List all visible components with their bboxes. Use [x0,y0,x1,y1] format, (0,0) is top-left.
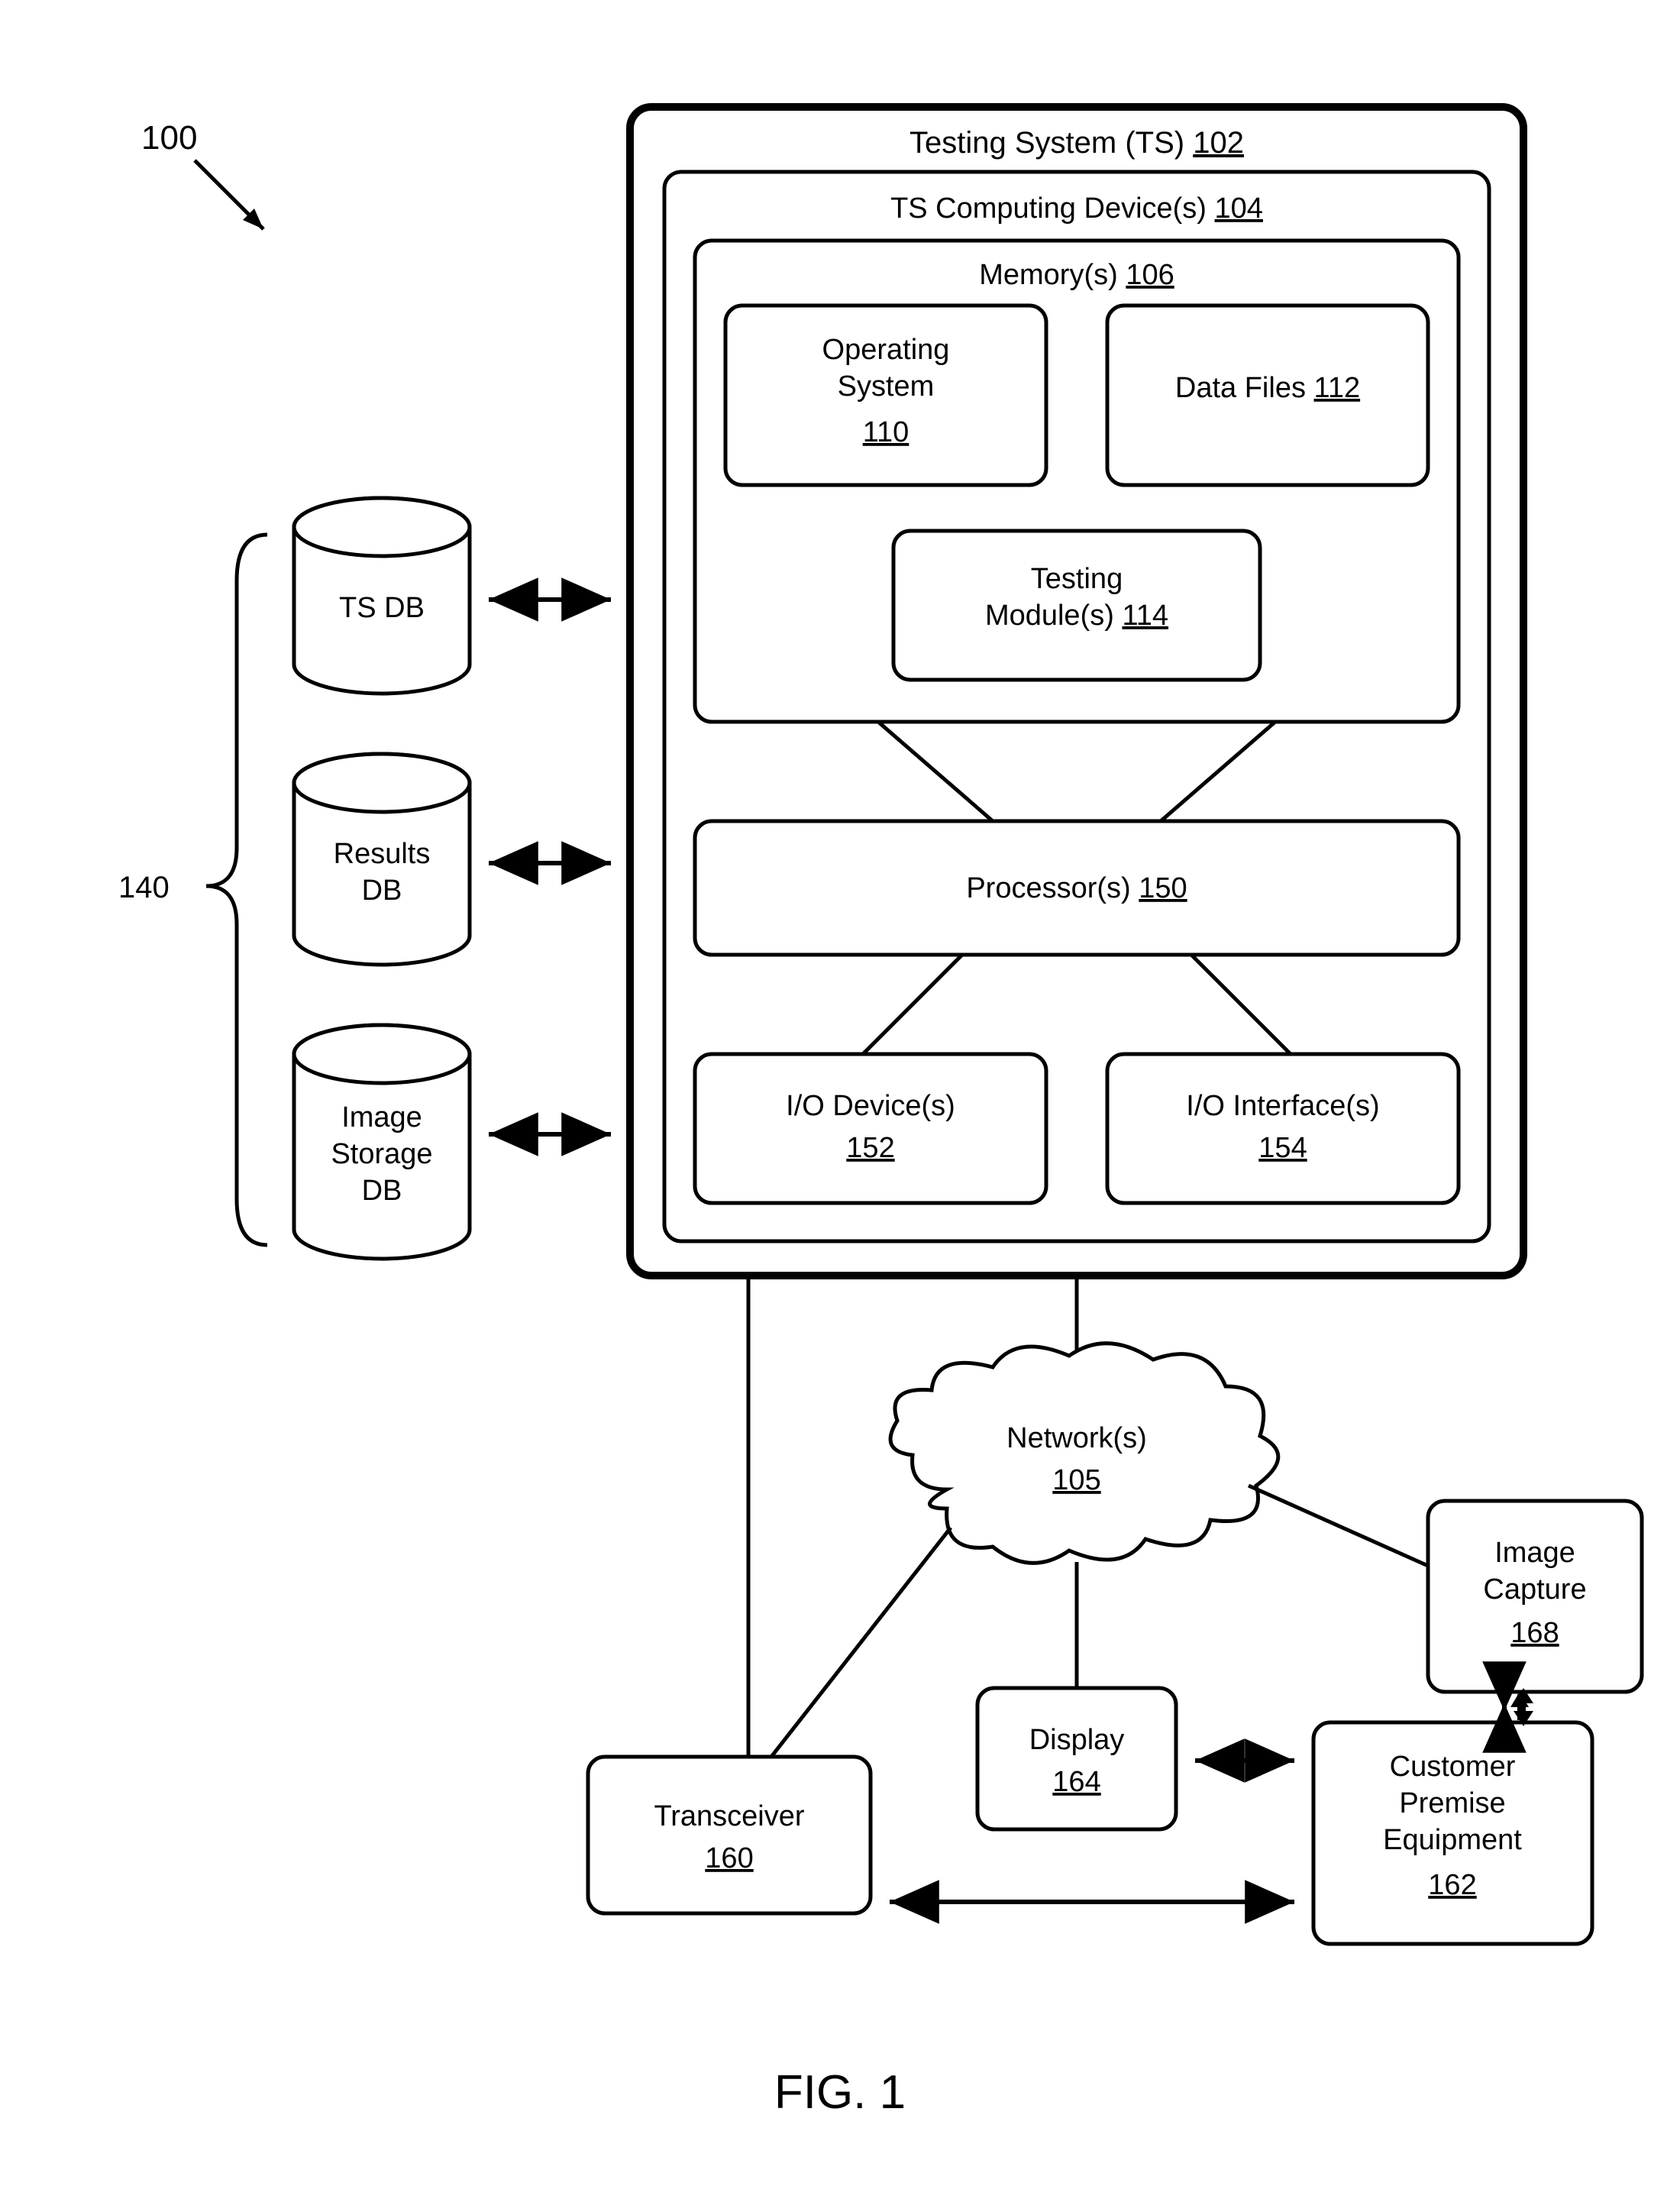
memory-label: Memory(s) [979,259,1118,291]
os-label-2: System [838,370,935,403]
svg-text:Testing System (TS): Testing System (TS) 102 [909,126,1244,160]
os-label-1: Operating [822,334,950,366]
ref-100: 100 [141,119,197,157]
svg-text:Module(s) 114: Module(s) 114 [985,600,1168,632]
network-label: Network(s) [1006,1422,1147,1454]
svg-text:Operating: Operating [822,334,950,366]
io-device-box [695,1054,1046,1203]
testing-mod-label-2: Module(s) [985,600,1114,632]
figure-caption: FIG. 1 [774,2066,906,2119]
db-ts-cylinder: TS DB [294,498,470,694]
processor-ref: 150 [1139,872,1187,904]
cpe-label-1: Customer [1390,1751,1516,1783]
memory-ref: 106 [1126,259,1174,291]
db-image-label-3: DB [362,1175,402,1207]
data-files-label: Data Files [1175,372,1306,404]
db-image-label-2: Storage [331,1138,432,1170]
imgcap-label-1: Image [1494,1537,1575,1569]
io-interface-box [1107,1054,1459,1203]
ts-dev-label: TS Computing Device(s) [890,192,1207,225]
ts-ref: 102 [1193,126,1244,160]
testing-mod-label-1: Testing [1031,563,1123,595]
db-results-label-2: DB [362,875,402,907]
io-int-label: I/O Interface(s) [1186,1090,1379,1122]
io-int-ref: 154 [1258,1132,1307,1164]
imgcap-ref: 168 [1510,1617,1559,1649]
cpe-label-3: Equipment [1383,1824,1522,1856]
svg-text:Data Files 112: Data Files 112 [1175,372,1360,404]
io-dev-label: I/O Device(s) [786,1090,955,1122]
data-files-ref: 112 [1314,372,1361,404]
memory-box [695,241,1459,722]
db-results-cylinder: Results DB [294,754,470,965]
transceiver-box [588,1757,871,1913]
os-ref: 110 [863,416,909,448]
display-box [977,1688,1176,1829]
db-results-label-1: Results [334,838,431,870]
db-image-label-1: Image [341,1101,422,1133]
ts-dev-ref: 104 [1215,192,1263,225]
db-image-cylinder: Image Storage DB [294,1025,470,1259]
imgcap-label-2: Capture [1483,1573,1586,1606]
ts-computing-device-box [664,172,1489,1241]
db-group-ref: 140 [118,871,170,904]
ts-label: Testing System (TS) [909,126,1184,160]
display-label: Display [1029,1724,1125,1756]
processor-label: Processor(s) [966,872,1130,904]
transceiver-ref: 160 [705,1842,753,1874]
network-to-imagecapture-line [1249,1486,1428,1566]
cpe-ref: 162 [1428,1869,1476,1901]
network-ref: 105 [1052,1464,1100,1496]
io-dev-ref: 152 [846,1132,894,1164]
diagram-canvas: 100 Testing System (TS) 102 TS Computing… [0,0,1680,2212]
svg-text:TS Computing Device(s): TS Computing Device(s) 104 [890,192,1263,225]
svg-text:Memory(s) 106: Memory(s) 106 [979,259,1174,291]
svg-text:System: System [838,370,935,403]
db-brace: 140 [118,535,267,1245]
testing-system-box: Testing System (TS) 102 TS Computing Dev… [630,107,1523,1276]
overall-ref: 100 [141,119,263,229]
network-to-transceiver-line [771,1528,951,1757]
cpe-label-2: Premise [1399,1787,1505,1819]
svg-text:Processor(s) 150: Processor(s) 150 [966,872,1187,904]
transceiver-label: Transceiver [654,1800,804,1832]
display-ref: 164 [1052,1766,1100,1798]
db-ts-label: TS DB [339,592,425,624]
testing-mod-ref: 114 [1122,600,1168,632]
